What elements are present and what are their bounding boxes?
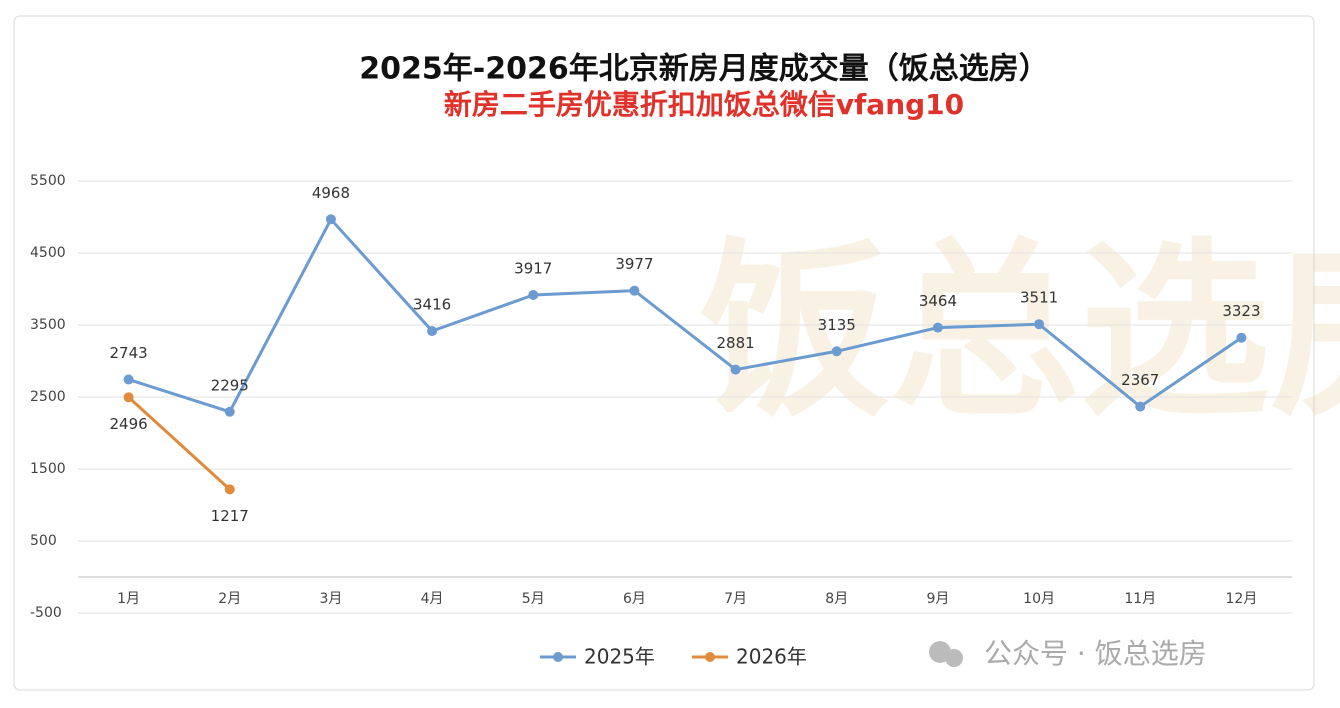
data-point [224,484,235,495]
x-tick-label: 1月 [117,591,140,607]
legend-label: 2025年 [584,645,655,669]
legend-label: 2026年 [736,645,807,669]
y-tick-label: -500 [30,605,62,621]
legend-swatch [553,652,563,662]
x-tick-label: 8月 [825,591,848,607]
data-point [1135,401,1146,412]
series-line [127,396,231,491]
data-point [831,346,842,357]
data-point [427,326,438,337]
data-label: 3135 [818,316,856,334]
x-tick-label: 2月 [218,591,241,607]
data-label: 2881 [716,334,754,352]
data-point [123,392,134,403]
data-point [932,322,943,333]
data-label: 2496 [109,415,147,433]
y-tick-label: 5500 [30,173,66,189]
data-point [123,374,134,385]
y-tick-label: 4500 [30,245,66,261]
data-label: 2295 [211,376,249,394]
x-tick-label: 6月 [623,591,646,607]
chart-title: 2025年-2026年北京新房月度成交量（饭总选房） [359,52,1048,87]
data-label: 4968 [312,184,350,202]
data-label: 2367 [1121,371,1159,389]
x-tick-label: 12月 [1226,591,1258,607]
y-tick-label: 500 [30,533,57,549]
chart-subtitle: 新房二手房优惠折扣加饭总微信vfang10 [444,88,964,121]
x-tick-label: 9月 [926,591,949,607]
data-point [325,214,336,225]
data-point [1034,319,1045,330]
footer-text: 公众号 · 饭总选房 [984,637,1207,670]
y-tick-label: 3500 [30,317,66,333]
data-label: 3416 [413,296,451,314]
x-tick-label: 7月 [724,591,747,607]
y-tick-label: 2500 [30,389,66,405]
x-tick-label: 11月 [1124,591,1156,607]
data-point [730,364,741,375]
data-label: 3464 [919,292,957,310]
watermark: 饭总选房 [700,221,1340,442]
data-point [224,406,235,417]
x-tick-label: 4月 [421,591,444,607]
x-tick-label: 10月 [1023,591,1055,607]
chart-frame [13,15,1315,691]
data-point [528,289,539,300]
series-line [128,216,1243,414]
data-label: 3977 [615,255,653,273]
data-label: 3917 [514,259,552,277]
footer-icon [945,649,963,667]
data-point [629,285,640,296]
data-label: 3511 [1020,289,1058,307]
data-label: 3323 [1222,302,1260,320]
x-tick-label: 5月 [522,591,545,607]
data-point [1236,332,1247,343]
data-label: 1217 [211,507,249,525]
y-tick-label: 1500 [30,461,66,477]
footer: 公众号 · 饭总选房 [929,637,1207,670]
x-tick-label: 3月 [319,591,342,607]
data-label: 2743 [109,344,147,362]
legend-swatch [705,652,715,662]
